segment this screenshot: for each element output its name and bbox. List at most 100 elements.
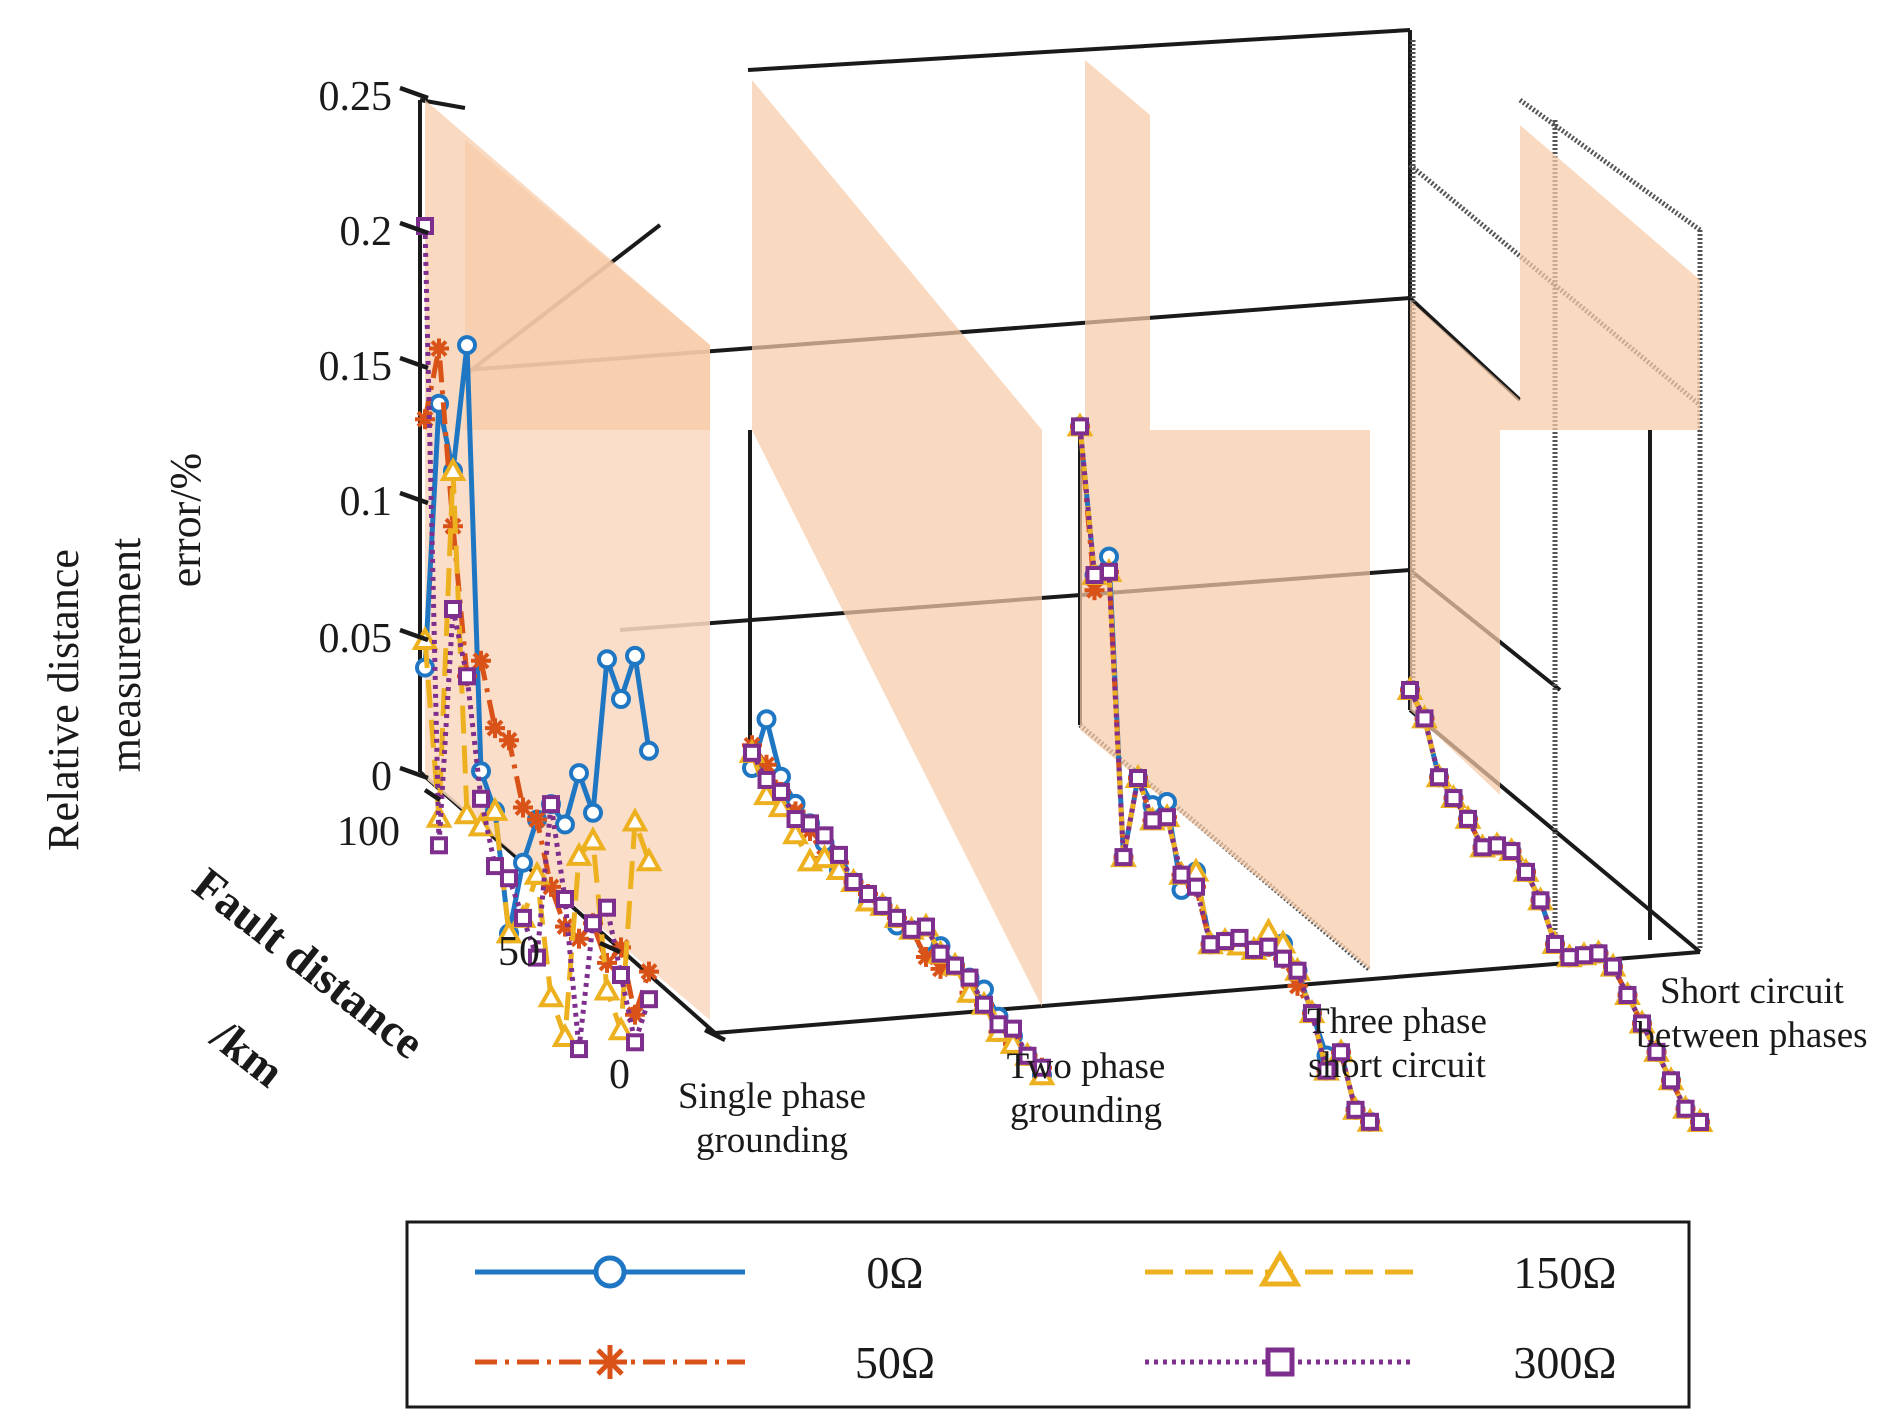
- category-label-line1: Single phase: [678, 1076, 866, 1117]
- data-point: [975, 995, 993, 1014]
- data-point: [486, 857, 504, 876]
- data-point: [513, 852, 533, 873]
- data-point: [472, 789, 490, 808]
- data-point: [593, 976, 621, 1001]
- data-point: [888, 908, 906, 927]
- data-point: [1084, 580, 1105, 601]
- data-point: [1676, 1099, 1695, 1118]
- data-point: [1517, 862, 1535, 881]
- data-point-stroke: [917, 948, 935, 966]
- data-point: [415, 409, 435, 430]
- data-point: [873, 896, 892, 915]
- data-point-stroke: [472, 652, 490, 670]
- data-point-stroke: [514, 799, 532, 816]
- z-axis-title-line3: error/%: [161, 453, 210, 587]
- data-point: [1647, 1042, 1666, 1061]
- frame-line: [1408, 296, 1522, 402]
- data-point: [1004, 1019, 1022, 1038]
- depth-line: [1518, 97, 1702, 233]
- data-point: [1114, 848, 1133, 867]
- data-point: [481, 796, 509, 821]
- y-tick-label: 0: [609, 1052, 630, 1098]
- data-point: [1662, 1071, 1680, 1090]
- data-point: [1201, 935, 1220, 954]
- data-point: [1259, 937, 1278, 956]
- legend-label: 150Ω: [1513, 1247, 1616, 1298]
- data-point: [1361, 1112, 1379, 1131]
- data-point-stroke: [640, 963, 658, 981]
- data-point: [527, 809, 547, 830]
- z-tick-mark: [399, 85, 429, 101]
- data-point: [859, 884, 877, 903]
- frame-line: [419, 98, 466, 110]
- data-point: [1691, 1112, 1709, 1131]
- data-point: [1604, 957, 1622, 976]
- data-point: [1575, 946, 1593, 965]
- frame-line: [714, 950, 1701, 1035]
- data-point: [1502, 842, 1521, 861]
- data-point: [639, 961, 659, 982]
- legend-entry: 50Ω: [475, 1337, 935, 1388]
- data-point-stroke: [528, 811, 546, 829]
- data-point: [1546, 934, 1564, 953]
- data-point: [1230, 928, 1249, 947]
- data-point: [471, 650, 491, 671]
- z-axis-ticks: 0 0.05 0.1 0.15 0.2 0.25: [319, 74, 429, 800]
- data-point: [579, 826, 607, 851]
- data-point-stroke: [416, 410, 434, 428]
- data-point: [555, 814, 575, 835]
- data-point: [528, 948, 546, 967]
- data-point: [917, 917, 935, 936]
- data-point: [1303, 1004, 1321, 1023]
- category-plane: [1410, 300, 1520, 430]
- data-point: [1444, 789, 1463, 808]
- data-point: [1172, 865, 1191, 884]
- data-point: [1346, 1100, 1365, 1119]
- data-point: [1618, 986, 1637, 1005]
- data-point: [757, 770, 776, 789]
- data-point: [570, 1040, 588, 1059]
- data-point: [960, 968, 979, 987]
- z-tick-mark: [399, 355, 429, 371]
- legend: 0Ω 150Ω 50Ω 300Ω: [405, 1220, 1691, 1409]
- data-point-stroke: [570, 930, 588, 948]
- data-point: [1473, 838, 1492, 857]
- legend-marker: [596, 1348, 624, 1376]
- legend-entry: 150Ω: [1145, 1247, 1617, 1298]
- data-point: [555, 916, 575, 937]
- data-point: [621, 807, 649, 832]
- category-plane-floor: [425, 430, 710, 1020]
- data-point: [639, 740, 659, 761]
- legend-entry: 0Ω: [475, 1247, 924, 1298]
- data-point: [1085, 566, 1104, 585]
- data-point: [1332, 1043, 1350, 1062]
- category-plane: [752, 80, 1042, 1007]
- data-point: [1143, 811, 1162, 830]
- data-point: [640, 990, 658, 1009]
- z-tick-mark: [399, 627, 429, 643]
- data-point: [743, 743, 761, 762]
- series-line: [422, 225, 652, 1053]
- data-point: [1288, 961, 1307, 980]
- data-point: [598, 898, 616, 917]
- data-point: [1071, 417, 1089, 436]
- data-point: [500, 869, 518, 888]
- z-tick-mark: [399, 220, 429, 236]
- legend-label: 0Ω: [866, 1247, 923, 1298]
- z-axis-title-line1: Relative distance: [39, 549, 88, 851]
- data-point: [485, 718, 505, 739]
- data-point: [611, 689, 631, 709]
- category-plane: [1410, 430, 1500, 795]
- data-point: [782, 820, 809, 845]
- z-tick-label: 0.2: [340, 209, 393, 255]
- data-point: [1531, 891, 1550, 910]
- category-label-line2: grounding: [1010, 1090, 1162, 1131]
- series-lines: [411, 217, 1714, 1132]
- data-point-stroke: [542, 878, 560, 896]
- data-point: [625, 645, 645, 666]
- data-point: [1589, 944, 1608, 963]
- category-label-line2: short circuit: [1308, 1045, 1486, 1086]
- z-axis-title: Relative distance measurement error/%: [39, 453, 210, 851]
